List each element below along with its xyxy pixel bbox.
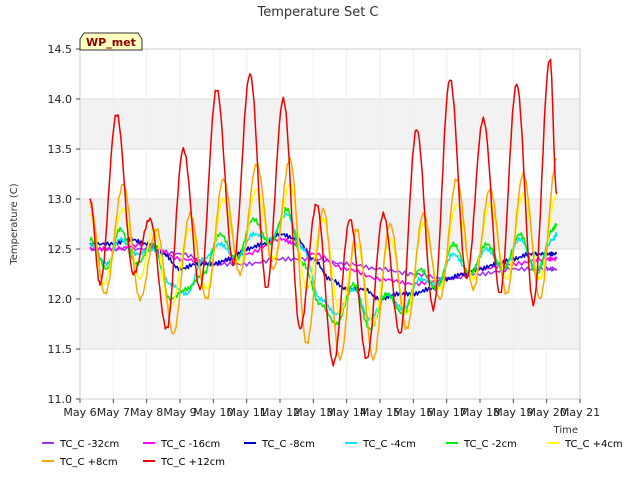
x-tick-label: May 6 <box>63 406 96 419</box>
legend-item: TC_C +8cm <box>42 457 118 468</box>
y-tick-label: 13.5 <box>48 143 73 156</box>
legend-item: TC_C +12cm <box>143 457 225 468</box>
y-tick-label: 12.5 <box>48 243 73 256</box>
legend-label: TC_C -32cm <box>59 439 119 450</box>
legend-item: TC_C -32cm <box>42 439 119 450</box>
x-tick-label: May 20 <box>527 406 567 419</box>
legend-label: TC_C -2cm <box>463 439 517 450</box>
legend-label: TC_C -4cm <box>362 439 416 450</box>
x-tick-label: May 13 <box>293 406 333 419</box>
x-tick-label: May 8 <box>130 406 163 419</box>
legend-item: TC_C -16cm <box>143 439 220 450</box>
plot-band <box>80 99 580 149</box>
legend-label: TC_C +8cm <box>59 457 118 468</box>
x-tick-label: May 12 <box>260 406 300 419</box>
y-tick-label: 12.0 <box>48 293 73 306</box>
y-tick-label: 14.5 <box>48 43 73 56</box>
x-tick-label: May 15 <box>360 406 400 419</box>
y-axis-ticks: 11.0 11.5 12.0 12.5 13.0 13.5 14.0 14.5 <box>48 43 80 406</box>
legend-label: TC_C +12cm <box>160 457 225 468</box>
series-line-tc-c-8cm <box>89 231 558 302</box>
x-axis-label: Time <box>553 425 578 436</box>
legend: TC_C -32cm TC_C -16cm TC_C -8cm TC_C -4cm TC… <box>42 439 623 468</box>
legend-label: TC_C +4cm <box>564 439 623 450</box>
series-line-tc-c-4cm <box>89 212 558 322</box>
legend-item: TC_C +4cm <box>547 439 623 450</box>
x-tick-label: May 16 <box>393 406 433 419</box>
y-tick-label: 11.0 <box>48 393 73 406</box>
plot-band <box>80 299 580 349</box>
x-tick-label: May 10 <box>193 406 233 419</box>
chart-title: Temperature Set C <box>256 5 378 20</box>
legend-label: TC_C -8cm <box>261 439 315 450</box>
legend-item: TC_C -8cm <box>244 439 315 450</box>
legend-label: TC_C -16cm <box>160 439 220 450</box>
station-badge-label: WP_met <box>86 36 136 49</box>
legend-item: TC_C -4cm <box>345 439 416 450</box>
x-tick-label: May 17 <box>427 406 467 419</box>
y-tick-label: 14.0 <box>48 93 73 106</box>
y-tick-label: 13.0 <box>48 193 73 206</box>
series-line-tc-c-16cm <box>89 236 558 287</box>
legend-item: TC_C -2cm <box>446 439 517 450</box>
y-axis-label: Temperature (C) <box>9 183 20 265</box>
series-line-tc-c-8cm <box>89 156 557 361</box>
x-tick-label: May 19 <box>493 406 533 419</box>
y-tick-label: 11.5 <box>48 343 73 356</box>
x-tick-label: May 11 <box>227 406 267 419</box>
x-tick-label: May 7 <box>97 406 130 419</box>
series-line-tc-c-12cm <box>89 58 558 367</box>
x-tick-label: May 21 <box>560 406 600 419</box>
x-tick-label: May 18 <box>460 406 500 419</box>
station-badge: WP_met <box>79 32 143 51</box>
plot-frame <box>79 48 581 400</box>
series-layer <box>89 58 558 367</box>
x-tick-label: May 9 <box>163 406 196 419</box>
x-tick-label: May 14 <box>327 406 367 419</box>
